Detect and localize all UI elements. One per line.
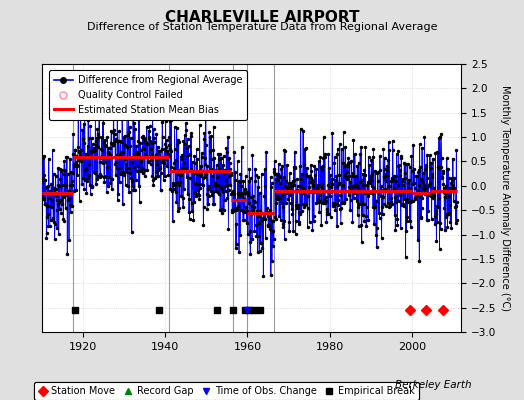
Y-axis label: Monthly Temperature Anomaly Difference (°C): Monthly Temperature Anomaly Difference (… bbox=[500, 85, 510, 311]
Text: Berkeley Earth: Berkeley Earth bbox=[395, 380, 472, 390]
Text: CHARLEVILLE AIRPORT: CHARLEVILLE AIRPORT bbox=[165, 10, 359, 25]
Legend: Station Move, Record Gap, Time of Obs. Change, Empirical Break: Station Move, Record Gap, Time of Obs. C… bbox=[34, 382, 419, 400]
Text: Difference of Station Temperature Data from Regional Average: Difference of Station Temperature Data f… bbox=[87, 22, 437, 32]
